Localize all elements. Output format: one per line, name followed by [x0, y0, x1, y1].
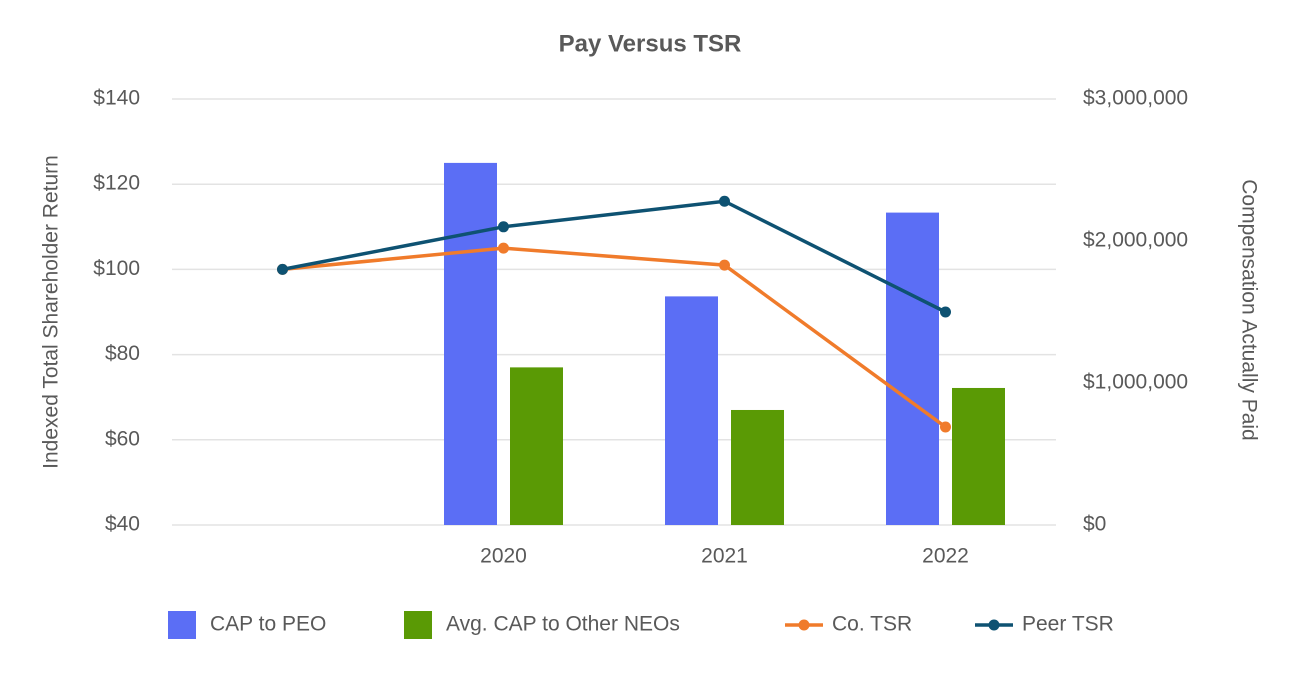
point [498, 221, 509, 233]
point [719, 259, 730, 271]
y-tick-label: $100 [93, 257, 140, 280]
y-tick-label: $140 [93, 87, 140, 110]
bar [731, 409, 784, 525]
legend-swatch [168, 611, 196, 639]
legend-label: Peer TSR [1022, 613, 1114, 636]
y-tick-label: $60 [105, 427, 140, 450]
legend-swatch [988, 619, 1000, 631]
y2-axis-title: Compensation Actually Paid [1237, 179, 1260, 441]
bar [886, 212, 939, 525]
y2-tick-label: $3,000,000 [1083, 87, 1188, 110]
point [940, 421, 951, 433]
point [498, 242, 509, 254]
x-tick-label: 2021 [701, 545, 748, 568]
bar [510, 367, 563, 525]
chart-title: Pay Versus TSR [559, 30, 742, 57]
bar [444, 162, 497, 525]
bar [952, 387, 1005, 525]
x-tick-label: 2022 [922, 545, 969, 568]
legend-swatch [404, 611, 432, 639]
point [940, 306, 951, 318]
y-tick-label: $40 [105, 513, 140, 536]
y-axis-title: Indexed Total Shareholder Return [40, 155, 63, 469]
line [282, 246, 947, 429]
point [719, 195, 730, 207]
line [282, 199, 947, 314]
y-tick-label: $120 [93, 172, 140, 195]
legend-label: Co. TSR [832, 613, 912, 636]
x-tick-label: 2020 [480, 545, 527, 568]
y-tick-label: $80 [105, 342, 140, 365]
y2-tick-label: $1,000,000 [1083, 371, 1188, 394]
y2-tick-label: $0 [1083, 513, 1106, 536]
point [277, 263, 288, 275]
legend-label: CAP to PEO [210, 613, 326, 636]
legend-label: Avg. CAP to Other NEOs [446, 613, 680, 636]
legend-swatch [798, 619, 810, 631]
y2-tick-label: $2,000,000 [1083, 229, 1188, 252]
bar [665, 296, 718, 525]
